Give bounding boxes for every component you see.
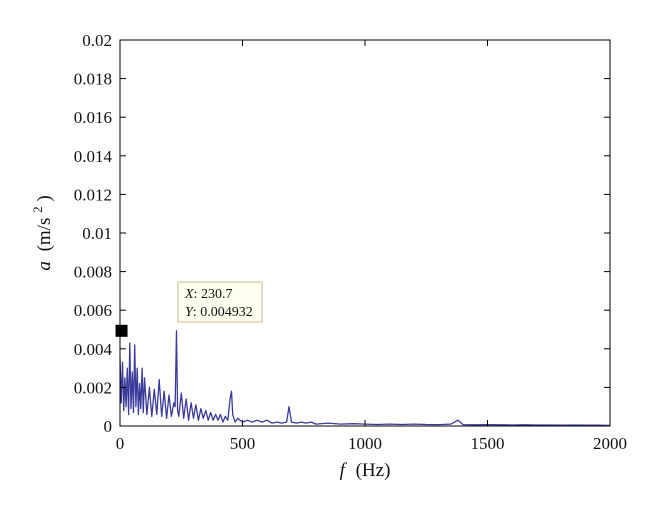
series-line-0 <box>119 330 611 427</box>
y-axis-unit-suffix: ) <box>34 195 55 201</box>
data-tip-x: X: 230.7 <box>184 287 232 302</box>
data-tip-x-sep: : <box>194 287 201 302</box>
data-tip-y-sep: : <box>193 305 200 320</box>
y-tick-label: 0.006 <box>74 301 112 320</box>
data-tip-x-value: 230.7 <box>201 287 233 302</box>
y-tick-label: 0.004 <box>74 340 113 359</box>
y-tick-label: 0.018 <box>74 70 112 89</box>
y-tick-label: 0.02 <box>82 31 112 50</box>
data-tip-y-value: 0.004932 <box>200 305 253 320</box>
x-tick-label: 1500 <box>471 434 505 453</box>
y-tick-label: 0.014 <box>74 147 113 166</box>
y-tick-label: 0.008 <box>74 263 112 282</box>
data-tip-marker[interactable] <box>115 324 128 337</box>
data-tip-x-label: X <box>184 287 194 302</box>
data-tip[interactable]: X: 230.7 Y: 0.004932 <box>115 281 263 337</box>
x-tick-label: 2000 <box>593 434 627 453</box>
y-tick-label: 0.01 <box>82 224 112 243</box>
axis-ticks: 0 500 1000 1500 2000 0 0.002 0.004 0.006 0.008 0.0… <box>74 31 627 453</box>
series-layer <box>119 330 611 427</box>
data-tip-y: Y: 0.004932 <box>185 305 253 320</box>
y-axis-label: a (m/s 2 ) <box>26 195 55 270</box>
y-tick-label: 0.016 <box>74 108 112 127</box>
y-tick-label: 0 <box>104 417 113 436</box>
y-axis-unit-sup: 2 <box>30 206 45 213</box>
data-tip-y-label: Y <box>185 305 195 320</box>
x-axis-unit: (Hz) <box>356 460 391 481</box>
y-axis-var: a <box>34 261 55 271</box>
x-tick-label: 500 <box>230 434 256 453</box>
y-axis-unit-prefix: (m/s <box>34 218 55 252</box>
x-tick-label: 1000 <box>348 434 382 453</box>
x-axis-var: f <box>340 460 348 481</box>
y-tick-label: 0.012 <box>74 185 112 204</box>
y-tick-label: 0.002 <box>74 378 112 397</box>
plot-area-frame <box>119 39 611 427</box>
x-axis-label: f (Hz) <box>340 460 391 481</box>
data-tip-box <box>177 281 263 323</box>
x-tick-label: 0 <box>116 434 125 453</box>
